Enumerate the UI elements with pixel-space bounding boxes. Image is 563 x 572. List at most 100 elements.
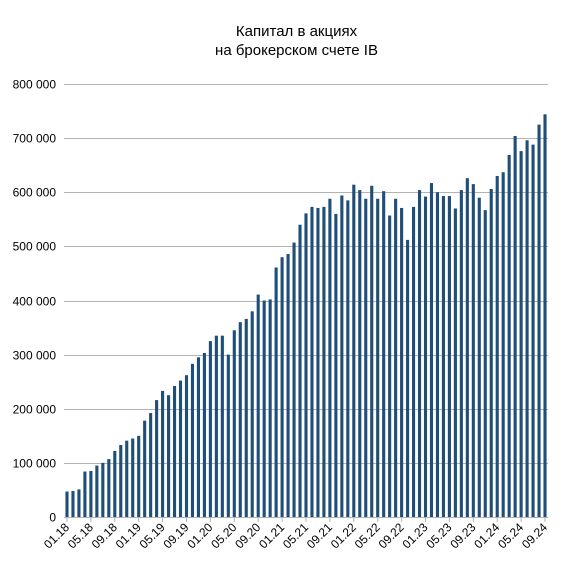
bar	[167, 395, 171, 517]
bar	[352, 184, 356, 518]
bar	[382, 191, 386, 518]
chart-title-line-2: на брокерском счете IB	[215, 42, 378, 59]
bar	[65, 491, 69, 517]
bar	[459, 190, 463, 517]
x-tick-label: 09.22	[376, 520, 407, 551]
x-tick-label: 09.20	[232, 520, 263, 551]
bar	[286, 253, 290, 517]
bar	[513, 135, 517, 517]
bar	[125, 440, 129, 517]
bar	[220, 335, 224, 517]
x-tick-label: 09.24	[519, 520, 550, 551]
bar	[137, 435, 141, 517]
bar	[184, 375, 189, 517]
y-tick-label: 600 000	[13, 186, 57, 200]
x-tick-label: 01.22	[328, 520, 359, 551]
x-tick-label: 05.19	[137, 520, 168, 551]
bar	[262, 300, 266, 517]
bar	[101, 462, 105, 517]
bar	[429, 183, 434, 517]
bar	[495, 176, 499, 517]
bar	[161, 390, 165, 517]
bar	[190, 363, 195, 517]
y-tick-label: 800 000	[13, 78, 57, 92]
bar	[238, 322, 242, 517]
bar	[292, 242, 296, 517]
bar	[406, 239, 410, 517]
x-tick-label: 01.21	[256, 520, 287, 551]
bar	[89, 470, 93, 517]
bar	[256, 294, 260, 517]
bar	[412, 206, 416, 517]
bar	[465, 178, 469, 518]
x-tick-label: 01.20	[184, 520, 215, 551]
bar	[346, 200, 350, 517]
bar	[400, 207, 404, 518]
bar	[143, 420, 147, 517]
x-tick-label: 01.24	[471, 520, 502, 551]
bar	[95, 465, 99, 517]
x-tick-label: 09.18	[89, 520, 120, 551]
bar	[232, 330, 236, 517]
bar	[208, 341, 212, 517]
bar	[113, 450, 117, 517]
y-tick-label: 700 000	[13, 132, 57, 146]
y-tick-label: 0	[49, 511, 56, 525]
bar	[196, 357, 200, 517]
y-axis-tick-labels: 0 100 000 200 000 300 000 400 000 500 000 600 …	[13, 78, 57, 525]
bar	[316, 207, 320, 518]
bar	[304, 213, 308, 517]
bar	[417, 190, 422, 517]
bar	[268, 299, 272, 517]
bar	[370, 185, 374, 517]
bar	[322, 206, 326, 517]
bar	[537, 124, 541, 517]
bar	[489, 189, 493, 517]
x-axis-tick-labels: 01.1805.1809.1801.1905.1909.1901.2005.20…	[41, 520, 550, 551]
bar	[214, 335, 218, 517]
x-tick-label: 01.23	[399, 520, 430, 551]
x-tick-label: 01.19	[113, 520, 144, 551]
bar	[340, 195, 344, 517]
bar	[501, 172, 505, 517]
bar	[77, 489, 81, 517]
bar	[172, 386, 177, 517]
x-tick-label: 09.19	[160, 520, 191, 551]
bar	[447, 196, 451, 517]
y-tick-label: 100 000	[13, 457, 57, 471]
bar	[394, 198, 398, 517]
x-tick-label: 05.24	[495, 520, 526, 551]
bar	[358, 190, 362, 517]
bar	[328, 198, 332, 517]
bar	[543, 114, 547, 517]
bar	[471, 184, 475, 517]
bar	[155, 400, 159, 517]
x-tick-label: 05.22	[352, 520, 383, 551]
bar	[453, 208, 457, 518]
bar	[226, 354, 230, 517]
bar	[131, 438, 135, 517]
bar	[423, 196, 428, 517]
bar	[250, 311, 254, 517]
chart-title: Капитал в акциях на брокерском счете IB	[0, 22, 563, 60]
bar	[298, 224, 302, 517]
x-tick-label: 09.23	[447, 520, 478, 551]
x-tick-label: 05.21	[280, 520, 311, 551]
x-axis	[64, 517, 548, 522]
bar	[83, 471, 87, 517]
bar	[178, 380, 183, 517]
bar	[441, 196, 445, 517]
bar	[525, 140, 529, 518]
x-tick-label: 05.23	[423, 520, 454, 551]
bar	[483, 210, 487, 517]
y-tick-label: 200 000	[13, 403, 57, 417]
x-tick-label: 05.18	[65, 520, 96, 551]
bar	[435, 192, 440, 517]
bar	[364, 198, 368, 517]
y-tick-label: 300 000	[13, 349, 57, 363]
bar	[531, 144, 535, 517]
bar	[334, 213, 338, 517]
bar	[507, 154, 511, 517]
bars	[65, 114, 547, 518]
